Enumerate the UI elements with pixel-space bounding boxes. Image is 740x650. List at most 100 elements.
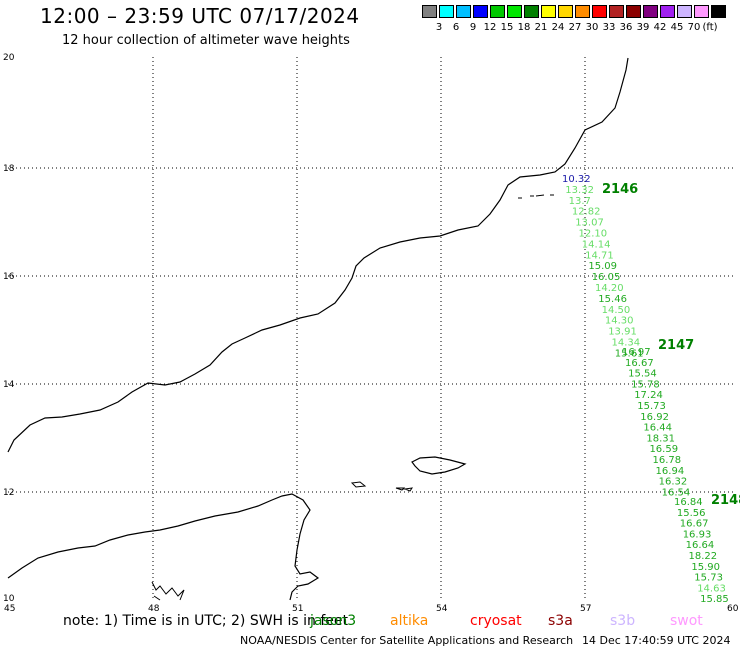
swh-value: 16.67	[680, 519, 709, 530]
lat-label: 12	[3, 488, 14, 498]
satellite-jason3: jason3	[310, 613, 357, 629]
swh-value: 13.91	[608, 327, 637, 338]
legend-tick: 27	[568, 22, 582, 33]
swh-value: 16.67	[625, 358, 654, 369]
swh-value: 13.07	[575, 218, 604, 229]
credit-line: NOAA/NESDIS Center for Satellite Applica…	[240, 634, 574, 647]
swh-value: 18.31	[646, 433, 675, 444]
legend-swatch	[524, 5, 539, 18]
socotra-island	[411, 456, 467, 475]
swh-value: 15.46	[598, 294, 627, 305]
swh-value: 16.05	[592, 272, 621, 283]
legend-swatch	[558, 5, 573, 18]
legend-swatch	[541, 5, 556, 18]
legend-swatch	[711, 5, 726, 18]
swh-value-labels: 10.3213.3213.712.8213.0712.1014.1414.711…	[562, 174, 740, 605]
lat-label: 18	[3, 164, 15, 174]
swh-value: 16.32	[659, 477, 688, 488]
lat-label: 14	[3, 380, 15, 390]
swh-value: 16.44	[643, 423, 672, 434]
swh-value: 10.32	[562, 174, 591, 185]
swh-value: 14.30	[605, 316, 634, 327]
satellite-s3a: s3a	[548, 613, 573, 629]
swh-value: 15.90	[691, 562, 720, 573]
legend-swatch	[473, 5, 488, 18]
lon-label: 45	[4, 604, 15, 614]
swh-value: 13.32	[565, 185, 594, 196]
pass-number: 2146	[602, 182, 638, 197]
legend-tick: 3	[435, 22, 443, 33]
swh-value: 18.22	[689, 551, 718, 562]
satellite-altika: altika	[390, 613, 429, 629]
legend-tick: 39	[636, 22, 650, 33]
legend-tick: 21	[534, 22, 548, 33]
legend-tick: 70	[687, 22, 701, 33]
swh-value: 12.10	[579, 229, 608, 240]
satellite-cryosat: cryosat	[470, 613, 522, 629]
pass-number: 2147	[658, 338, 694, 353]
lon-label: 54	[436, 604, 448, 614]
satellite-s3b: s3b	[610, 613, 636, 629]
legend-tick: 6	[452, 22, 460, 33]
legend-swatch	[422, 5, 437, 18]
swh-value: 15.73	[694, 573, 723, 584]
swh-value: 16.64	[686, 540, 715, 551]
swh-value: 13.7	[569, 196, 591, 207]
africa-horn	[151, 581, 185, 601]
lon-label: 51	[292, 604, 303, 614]
swh-value: 15.73	[637, 401, 666, 412]
legend-swatch	[677, 5, 692, 18]
small-islands	[350, 481, 414, 492]
legend-tick: 18	[517, 22, 531, 33]
swh-value: 14.71	[585, 250, 614, 261]
swh-value: 15.56	[677, 508, 706, 519]
lon-label: 60	[727, 604, 739, 614]
legend-tick: 42	[653, 22, 667, 33]
legend-swatch	[609, 5, 624, 18]
legend-swatch	[592, 5, 607, 18]
lat-label: 16	[3, 272, 15, 282]
legend-tick: 9	[469, 22, 477, 33]
legend-swatch	[507, 5, 522, 18]
lat-label: 10	[3, 594, 15, 604]
swh-value: 14.20	[595, 283, 624, 294]
legend-unit: (ft)	[702, 22, 718, 33]
legend-swatch	[575, 5, 590, 18]
swh-value: 15.85	[700, 594, 729, 605]
generated-timestamp: 14 Dec 17:40:59 UTC 2024	[582, 634, 731, 647]
lat-label: 20	[3, 53, 15, 63]
legend-tick: 12	[483, 22, 497, 33]
swh-value: 16.78	[653, 455, 682, 466]
lon-label: 48	[148, 604, 160, 614]
swh-value: 15.54	[628, 369, 657, 380]
map-subtitle: 12 hour collection of altimeter wave hei…	[62, 33, 350, 48]
legend-swatch	[439, 5, 454, 18]
lon-label: 57	[580, 604, 591, 614]
swh-value: 16.92	[640, 412, 669, 423]
legend-tick: 15	[500, 22, 514, 33]
swh-value: 15.61	[615, 348, 644, 359]
legend-swatch	[660, 5, 675, 18]
coastline-yemen	[7, 493, 320, 601]
swh-value: 14.34	[612, 338, 641, 349]
swh-value: 16.94	[656, 466, 685, 477]
legend-swatch	[626, 5, 641, 18]
swh-value: 16.93	[683, 529, 712, 540]
footer-note: note: 1) Time is in UTC; 2) SWH is in fe…	[63, 613, 349, 629]
legend-swatch	[456, 5, 471, 18]
swh-value: 14.14	[582, 239, 611, 250]
swh-value: 14.63	[697, 583, 726, 594]
satellite-swot: swot	[670, 613, 703, 629]
swh-value: 14.50	[602, 305, 631, 316]
map-title: 12:00 – 23:59 UTC 07/17/2024	[40, 4, 360, 28]
swh-value: 16.59	[649, 444, 678, 455]
swh-value: 15.09	[588, 261, 617, 272]
legend-tick: 45	[670, 22, 684, 33]
coastal-islets	[518, 194, 554, 199]
swh-value: 16.97	[622, 347, 651, 358]
swh-value: 17.24	[634, 390, 663, 401]
swh-value: 15.78	[631, 379, 660, 390]
legend-swatch	[694, 5, 709, 18]
